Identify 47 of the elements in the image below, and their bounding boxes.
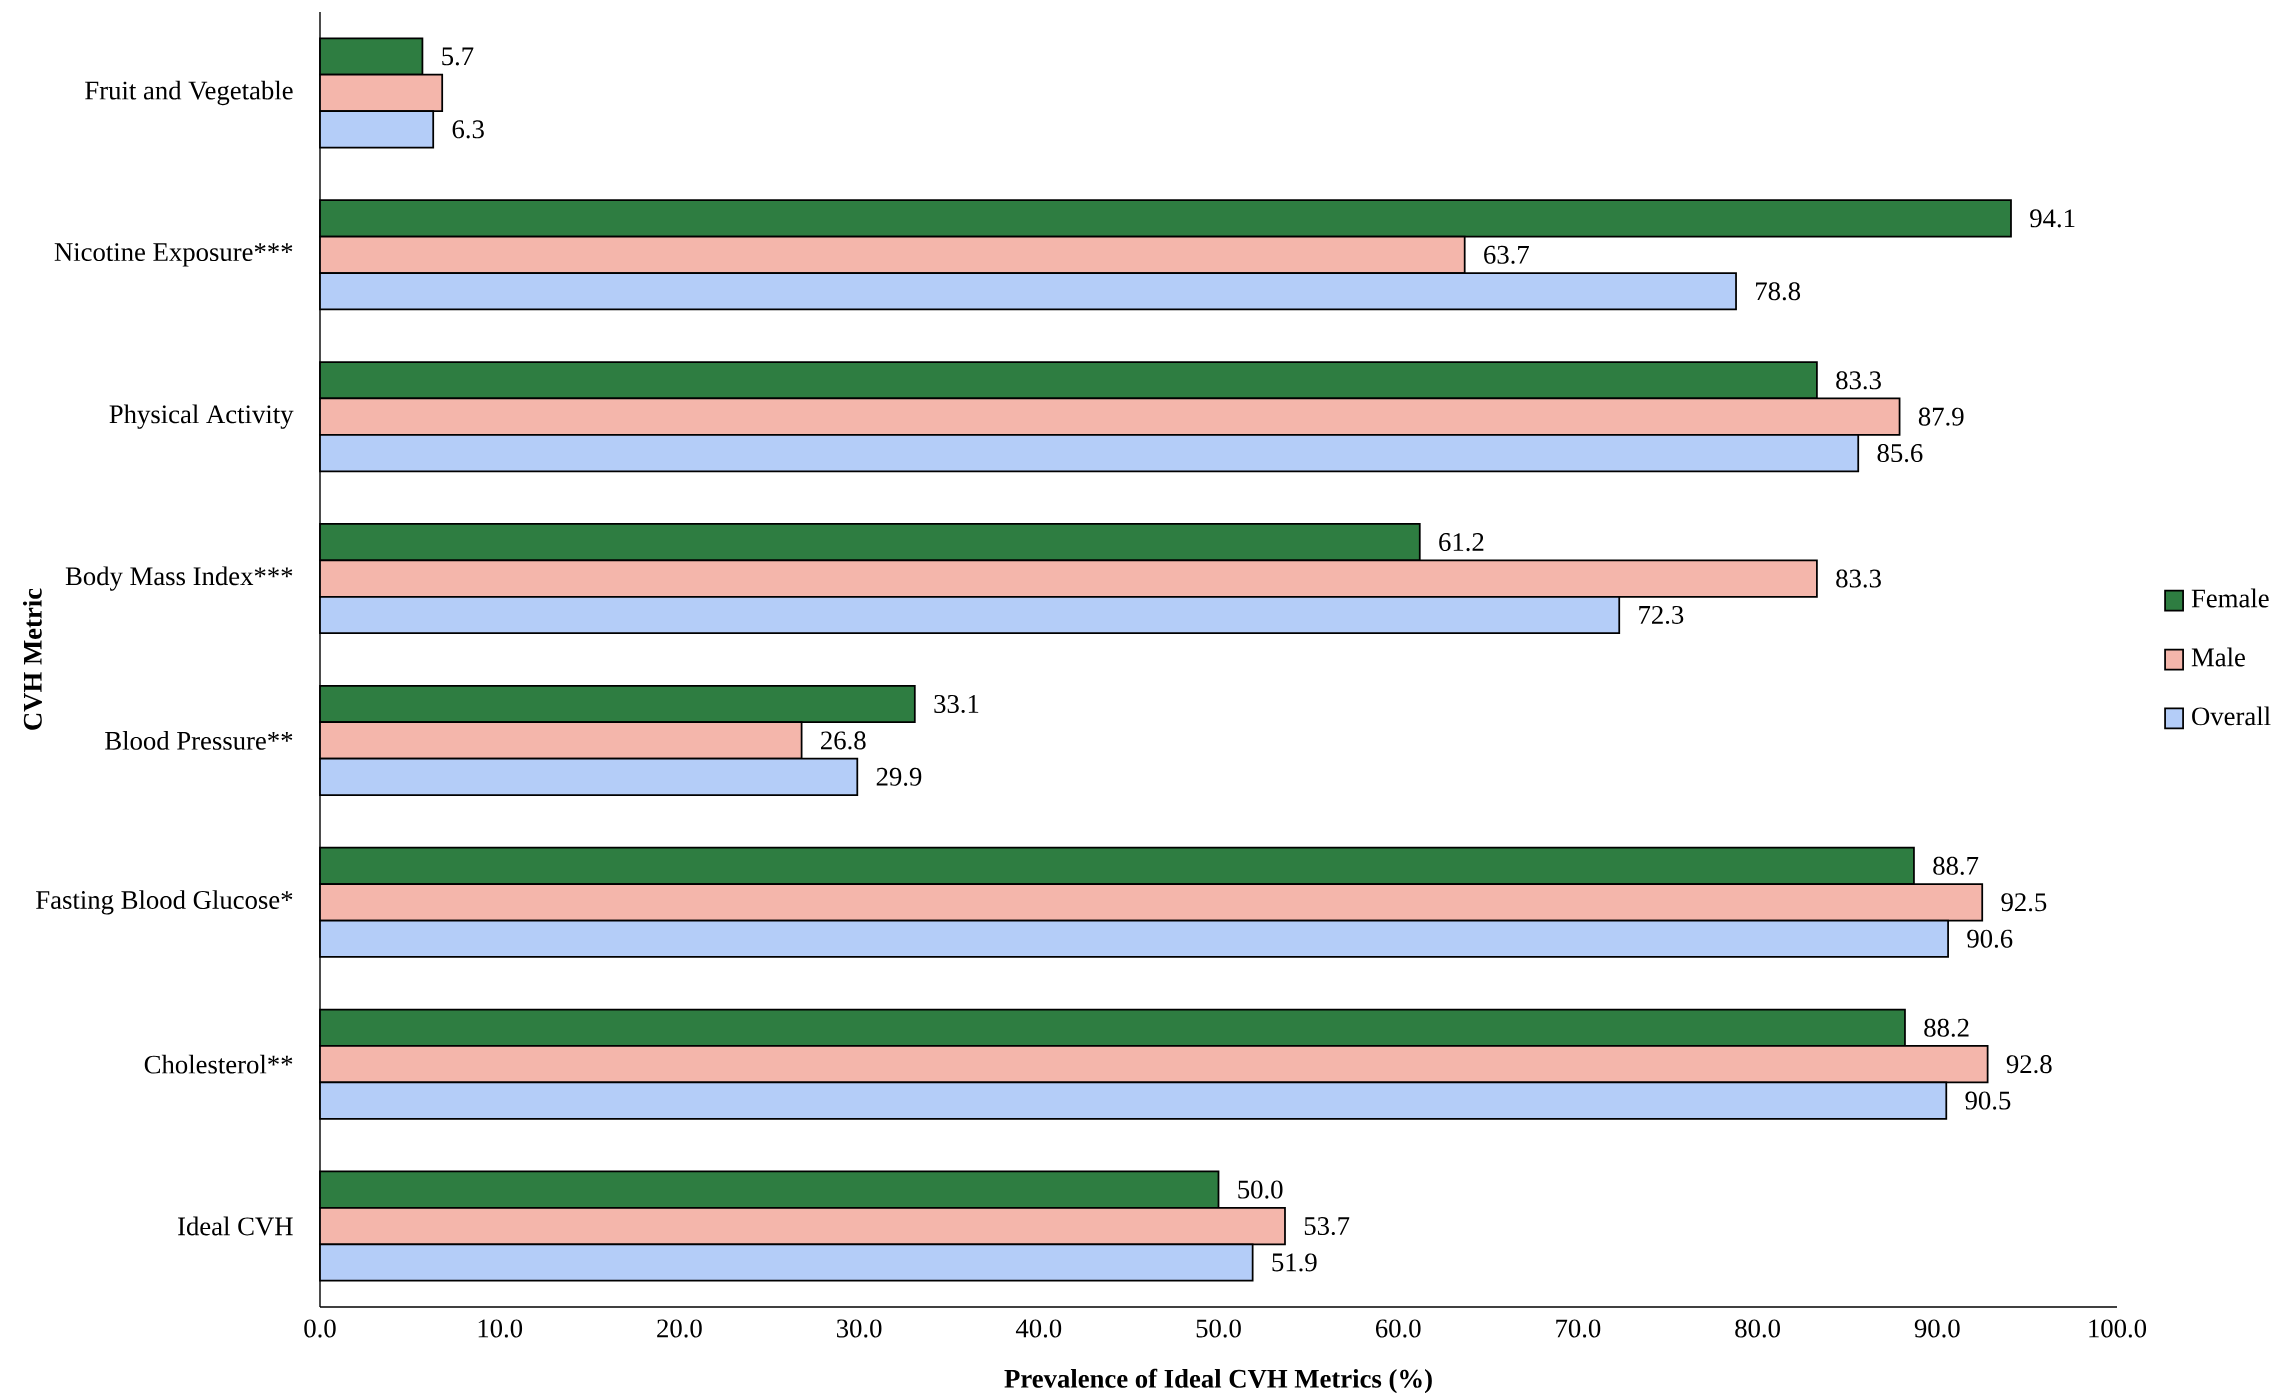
y-tick-label: Fasting Blood Glucose* <box>36 890 293 915</box>
data-label: 85.6 <box>1877 444 1923 463</box>
x-tick-label: 0.0 <box>304 1319 336 1338</box>
y-tick-label: Physical Activity <box>109 404 294 429</box>
y-tick-label: Ideal CVH <box>178 1216 293 1236</box>
y-tick-label: Body Mass Index*** <box>65 566 293 591</box>
y-tick-label: Cholesterol** <box>144 1054 293 1074</box>
y-tick-label: Fruit and Vegetable <box>85 80 293 106</box>
legend-label: Male <box>2191 647 2245 667</box>
legend-label: Overall <box>2192 706 2271 726</box>
x-tick-label: 70.0 <box>1556 1319 1601 1338</box>
data-label: 63.7 <box>1484 245 1529 264</box>
data-label: 6.3 <box>452 120 484 139</box>
x-tick-label: 20.0 <box>657 1319 702 1338</box>
data-label: 83.3 <box>1836 371 1881 390</box>
x-tick-label: 10.0 <box>478 1319 523 1338</box>
legend-label: Female <box>2191 588 2269 608</box>
y-tick-label: Nicotine Exposure*** <box>54 243 293 267</box>
data-label: 26.8 <box>821 731 866 750</box>
data-label: 78.8 <box>1756 282 1801 301</box>
data-label: 87.9 <box>1918 407 1964 426</box>
data-label: 53.7 <box>1304 1217 1350 1236</box>
data-label: 92.8 <box>2006 1055 2052 1074</box>
y-tick-label: Blood Pressure** <box>105 731 293 750</box>
data-label: 94.1 <box>2030 209 2075 228</box>
x-tick-label: 30.0 <box>837 1319 882 1338</box>
data-label: 51.9 <box>1272 1253 1317 1272</box>
data-label: 88.2 <box>1924 1018 1969 1037</box>
x-tick-label: 60.0 <box>1375 1319 1421 1338</box>
data-label: 72.3 <box>1639 605 1684 625</box>
data-label: 5.7 <box>442 47 474 66</box>
data-label: 33.1 <box>934 694 979 714</box>
x-tick-label: 100.0 <box>2089 1319 2147 1338</box>
data-label: 92.5 <box>2001 893 2047 912</box>
data-label: 90.6 <box>1967 929 2013 948</box>
data-label: 88.7 <box>1933 856 1979 875</box>
x-tick-label: 50.0 <box>1196 1319 1241 1338</box>
data-label: 61.2 <box>1439 533 1484 552</box>
x-tick-label: 80.0 <box>1735 1319 1780 1338</box>
x-tick-label: 40.0 <box>1015 1319 1062 1338</box>
y-axis-title: CVH Metric <box>22 588 42 730</box>
x-axis-title: Prevalence of Ideal CVH Metrics (%) <box>1004 1368 1432 1393</box>
x-tick-label: 90.0 <box>1914 1319 1960 1338</box>
data-label: 29.9 <box>876 767 922 786</box>
data-label: 83.3 <box>1836 569 1881 588</box>
data-label: 50.0 <box>1238 1180 1283 1199</box>
data-label: 90.5 <box>1965 1091 2011 1110</box>
